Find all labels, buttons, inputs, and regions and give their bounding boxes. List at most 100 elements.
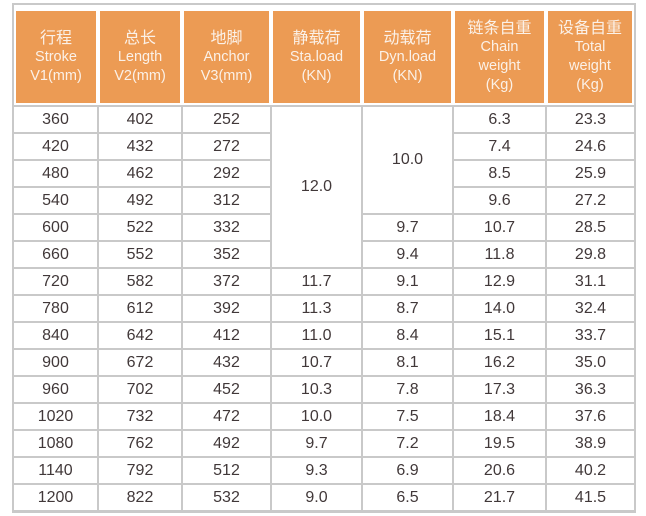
header-line: Dyn.load — [378, 48, 437, 65]
cell-sta-load: 11.7 — [270, 267, 363, 296]
column-header-box: 总长 Length V2(mm) — [100, 11, 180, 103]
cell-total-weight: 29.8 — [545, 240, 636, 269]
header-line: 链条自重 — [467, 20, 532, 37]
cell-sta-load: 9.3 — [270, 456, 363, 485]
header-line: weight — [478, 58, 521, 74]
cell-stroke: 900 — [12, 348, 99, 377]
column-header-stroke: 行程 Stroke V1(mm) — [13, 4, 98, 107]
cell-anchor: 252 — [181, 105, 272, 134]
cell-sta-load: 11.0 — [270, 321, 363, 350]
cell-chain-weight: 14.0 — [452, 294, 547, 323]
cell-dyn-load: 9.4 — [361, 240, 454, 269]
cell-length: 582 — [97, 267, 183, 296]
cell-total-weight: 31.1 — [545, 267, 636, 296]
cell-chain-weight: 21.7 — [452, 483, 547, 513]
cell-dyn-load: 7.5 — [361, 402, 454, 431]
cell-anchor: 432 — [181, 348, 272, 377]
header-line: 设备自重 — [557, 20, 622, 37]
cell-anchor: 272 — [181, 132, 272, 161]
header-line: (Kg) — [576, 77, 604, 93]
header-line: 静载荷 — [292, 29, 341, 47]
cell-total-weight: 40.2 — [545, 456, 636, 485]
cell-sta-load: 9.0 — [270, 483, 363, 513]
table-row: 720 582 372 11.7 9.1 12.9 31.1 — [12, 267, 636, 296]
cell-stroke: 540 — [12, 186, 99, 215]
cell-chain-weight: 16.2 — [452, 348, 547, 377]
table-row: 1080 762 492 9.7 7.2 19.5 38.9 — [12, 429, 636, 458]
cell-sta-load: 10.0 — [270, 402, 363, 431]
column-header-dyn-load: 动载荷 Dyn.load (KN) — [362, 4, 453, 107]
table-row: 1200 822 532 9.0 6.5 21.7 41.5 — [12, 483, 636, 513]
cell-stroke: 960 — [12, 375, 99, 404]
cell-anchor: 292 — [181, 159, 272, 188]
cell-dyn-load: 6.9 — [361, 456, 454, 485]
header-line: Total — [574, 39, 606, 55]
cell-chain-weight: 10.7 — [452, 213, 547, 242]
cell-total-weight: 32.4 — [545, 294, 636, 323]
cell-total-weight: 36.3 — [545, 375, 636, 404]
header-line: (KN) — [392, 67, 423, 84]
cell-chain-weight: 6.3 — [452, 105, 547, 134]
cell-chain-weight: 19.5 — [452, 429, 547, 458]
table-row: 540 492 312 9.6 27.2 — [12, 186, 636, 215]
cell-chain-weight: 11.8 — [452, 240, 547, 269]
cell-length: 552 — [97, 240, 183, 269]
cell-stroke: 840 — [12, 321, 99, 350]
cell-total-weight: 25.9 — [545, 159, 636, 188]
cell-anchor: 392 — [181, 294, 272, 323]
cell-stroke: 420 — [12, 132, 99, 161]
cell-sta-load: 12.0 — [270, 105, 363, 269]
column-header-box: 链条自重 Chain weight (Kg) — [455, 11, 544, 103]
cell-dyn-load: 7.8 — [361, 375, 454, 404]
cell-length: 492 — [97, 186, 183, 215]
header-line: Chain — [480, 39, 519, 55]
cell-length: 792 — [97, 456, 183, 485]
cell-chain-weight: 20.6 — [452, 456, 547, 485]
cell-anchor: 372 — [181, 267, 272, 296]
header-line: 地脚 — [210, 29, 243, 47]
cell-length: 612 — [97, 294, 183, 323]
cell-anchor: 332 — [181, 213, 272, 242]
cell-total-weight: 35.0 — [545, 348, 636, 377]
table-row: 1140 792 512 9.3 6.9 20.6 40.2 — [12, 456, 636, 485]
cell-anchor: 412 — [181, 321, 272, 350]
table-row: 840 642 412 11.0 8.4 15.1 33.7 — [12, 321, 636, 350]
cell-length: 822 — [97, 483, 183, 513]
cell-total-weight: 23.3 — [545, 105, 636, 134]
table-row: 960 702 452 10.3 7.8 17.3 36.3 — [12, 375, 636, 404]
table-row: 360 402 252 12.0 10.0 6.3 23.3 — [12, 105, 636, 269]
table-row: 600 522 332 9.7 10.7 28.5 — [12, 213, 636, 242]
cell-sta-load: 11.3 — [270, 294, 363, 323]
column-header-sta-load: 静载荷 Sta.load (KN) — [271, 4, 362, 107]
cell-dyn-load: 6.5 — [361, 483, 454, 513]
cell-dyn-load: 8.1 — [361, 348, 454, 377]
column-header-total-weight: 设备自重 Total weight (Kg) — [546, 4, 635, 107]
cell-length: 672 — [97, 348, 183, 377]
table-row: 780 612 392 11.3 8.7 14.0 32.4 — [12, 294, 636, 323]
table-row: 480 462 292 8.5 25.9 — [12, 159, 636, 188]
cell-total-weight: 33.7 — [545, 321, 636, 350]
table-row: 420 432 272 7.4 24.6 — [12, 132, 636, 161]
spec-table: 行程 Stroke V1(mm) 总长 Length V2(mm) 地脚 Anchor V3(m… — [12, 3, 636, 513]
column-header-box: 地脚 Anchor V3(mm) — [184, 11, 269, 103]
header-line: Sta.load — [289, 48, 344, 65]
header-line: V3(mm) — [200, 67, 253, 84]
column-header-length: 总长 Length V2(mm) — [98, 4, 182, 107]
cell-anchor: 492 — [181, 429, 272, 458]
cell-dyn-load: 9.7 — [361, 213, 454, 242]
cell-stroke: 360 — [12, 105, 99, 134]
cell-length: 732 — [97, 402, 183, 431]
cell-chain-weight: 18.4 — [452, 402, 547, 431]
cell-length: 402 — [97, 105, 183, 134]
column-header-chain-weight: 链条自重 Chain weight (Kg) — [453, 4, 546, 107]
cell-dyn-load: 8.4 — [361, 321, 454, 350]
header-line: Length — [117, 48, 163, 65]
header-line: (KN) — [301, 67, 332, 84]
cell-anchor: 352 — [181, 240, 272, 269]
cell-total-weight: 24.6 — [545, 132, 636, 161]
table-row: 900 672 432 10.7 8.1 16.2 35.0 — [12, 348, 636, 377]
cell-total-weight: 37.6 — [545, 402, 636, 431]
header-line: Anchor — [203, 48, 250, 65]
cell-total-weight: 41.5 — [545, 483, 636, 513]
